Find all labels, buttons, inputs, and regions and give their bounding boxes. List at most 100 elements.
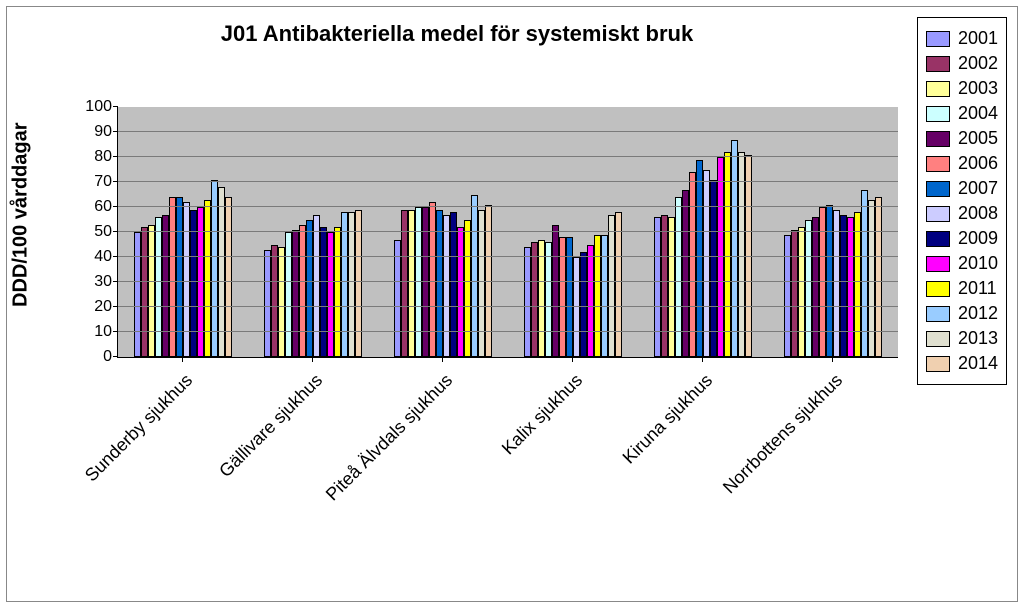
x-tick-mark xyxy=(702,357,703,362)
legend-swatch xyxy=(926,156,950,172)
bar xyxy=(271,245,278,358)
bar xyxy=(264,250,271,358)
bar xyxy=(573,257,580,357)
legend-label: 2004 xyxy=(958,103,998,124)
y-tick-mark xyxy=(113,331,118,332)
y-tick-mark xyxy=(113,106,118,107)
x-tick-label: Kalix sjukhus xyxy=(498,370,587,459)
bar xyxy=(313,215,320,358)
y-tick-mark xyxy=(113,256,118,257)
x-tick-mark xyxy=(182,357,183,362)
bar xyxy=(668,217,675,357)
gridline xyxy=(118,306,898,307)
bar xyxy=(292,230,299,358)
bar xyxy=(464,220,471,358)
bar xyxy=(538,240,545,358)
legend-swatch xyxy=(926,106,950,122)
legend-swatch xyxy=(926,331,950,347)
y-tick-mark xyxy=(113,131,118,132)
y-tick-label: 80 xyxy=(94,148,112,166)
legend-swatch xyxy=(926,131,950,147)
y-tick-mark xyxy=(113,306,118,307)
legend-swatch xyxy=(926,56,950,72)
bar xyxy=(791,230,798,358)
legend-swatch xyxy=(926,306,950,322)
legend-label: 2002 xyxy=(958,53,998,74)
bar xyxy=(334,227,341,357)
bar xyxy=(394,240,401,358)
bar xyxy=(545,242,552,357)
legend-label: 2009 xyxy=(958,228,998,249)
bar xyxy=(443,215,450,358)
y-tick-mark xyxy=(113,206,118,207)
legend-item: 2003 xyxy=(926,78,998,99)
bar xyxy=(875,197,882,357)
gridline xyxy=(118,256,898,257)
bar xyxy=(341,212,348,357)
y-axis-label: DDD/100 vårddagar xyxy=(10,122,33,307)
bar xyxy=(812,217,819,357)
bar xyxy=(320,227,327,357)
bar xyxy=(847,217,854,357)
legend-label: 2007 xyxy=(958,178,998,199)
legend-item: 2005 xyxy=(926,128,998,149)
bar xyxy=(854,212,861,357)
legend-item: 2013 xyxy=(926,328,998,349)
bar xyxy=(819,207,826,357)
legend-item: 2002 xyxy=(926,53,998,74)
x-tick-label: Gällivare sjukhus xyxy=(215,370,327,482)
bar xyxy=(731,140,738,358)
y-tick-label: 30 xyxy=(94,273,112,291)
legend-swatch xyxy=(926,81,950,97)
bar xyxy=(169,197,176,357)
legend-item: 2014 xyxy=(926,353,998,374)
bar xyxy=(299,225,306,358)
legend-swatch xyxy=(926,231,950,247)
legend-item: 2012 xyxy=(926,303,998,324)
legend-label: 2003 xyxy=(958,78,998,99)
x-tick-mark xyxy=(442,357,443,362)
bar xyxy=(868,200,875,358)
legend-item: 2009 xyxy=(926,228,998,249)
bar xyxy=(141,227,148,357)
bar xyxy=(805,220,812,358)
bar xyxy=(162,215,169,358)
bar xyxy=(327,232,334,357)
bar xyxy=(348,212,355,357)
legend-swatch xyxy=(926,206,950,222)
gridline xyxy=(118,131,898,132)
y-tick-mark xyxy=(113,281,118,282)
chart-frame: J01 Antibakteriella medel för systemiskt… xyxy=(6,6,1018,602)
bar xyxy=(840,215,847,358)
legend-label: 2005 xyxy=(958,128,998,149)
bar xyxy=(559,237,566,357)
bar xyxy=(457,227,464,357)
bar xyxy=(176,197,183,357)
plot-area: 0102030405060708090100 xyxy=(117,107,898,358)
bar xyxy=(675,197,682,357)
x-tick-label: Norrbottens sjukhus xyxy=(719,370,847,498)
bar xyxy=(204,200,211,358)
legend-label: 2011 xyxy=(958,278,997,299)
bar xyxy=(155,217,162,357)
gridline xyxy=(118,331,898,332)
gridline xyxy=(118,231,898,232)
y-tick-label: 40 xyxy=(94,248,112,266)
legend-swatch xyxy=(926,31,950,47)
x-tick-label: Kiruna sjukhus xyxy=(619,370,717,468)
x-axis-labels: Sunderby sjukhusGällivare sjukhusPiteå Ä… xyxy=(117,362,897,542)
bar xyxy=(615,212,622,357)
gridline xyxy=(118,181,898,182)
legend-item: 2004 xyxy=(926,103,998,124)
y-tick-label: 100 xyxy=(85,98,112,116)
legend-item: 2007 xyxy=(926,178,998,199)
legend-swatch xyxy=(926,181,950,197)
bar xyxy=(580,252,587,357)
bar xyxy=(724,152,731,357)
y-tick-label: 60 xyxy=(94,198,112,216)
bar xyxy=(594,235,601,358)
bar xyxy=(197,207,204,357)
bar-groups xyxy=(118,107,898,357)
bar xyxy=(429,202,436,357)
bar xyxy=(524,247,531,357)
